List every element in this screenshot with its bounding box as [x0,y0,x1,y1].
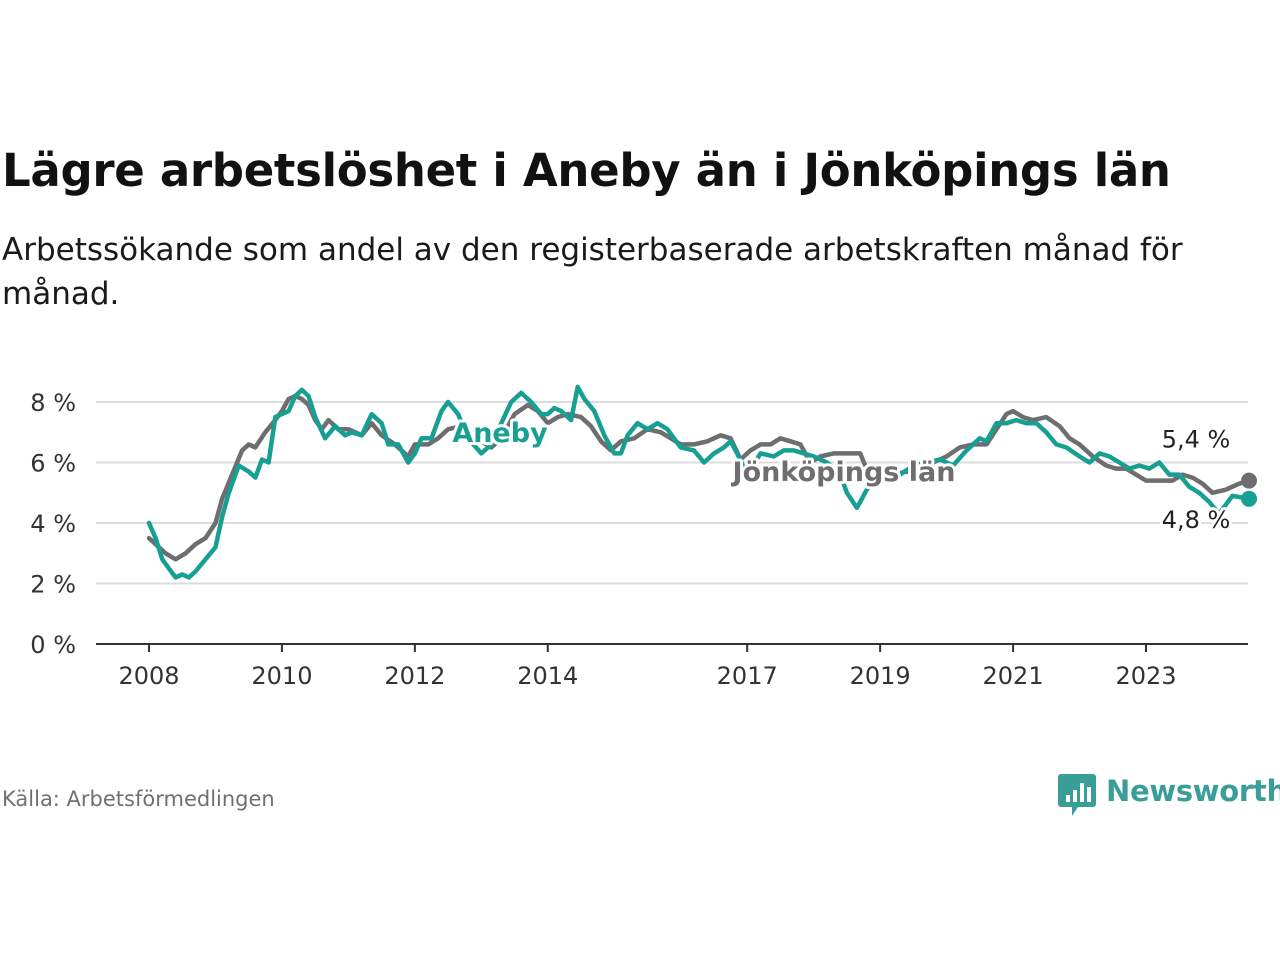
end-marker-aneby [1241,490,1258,507]
source-note: Källa: Arbetsförmedlingen [2,787,275,811]
x-tick-label: 2021 [983,662,1044,690]
end-label-jonkopings-lan: 5,4 % [1162,426,1231,454]
end-marker-jonkopings-lan [1241,472,1258,489]
series-label-aneby: Aneby [452,418,548,449]
bar-chart-icon [1058,774,1096,816]
y-axis: 0 % 2 % 4 % 6 % 8 % [30,389,76,659]
x-tick-label: 2010 [251,662,312,690]
x-tick-label: 2008 [118,662,179,690]
x-axis: 2008 2010 2012 2014 2017 2019 2021 2023 [96,643,1248,690]
chart-subtitle: Arbetssökande som andel av den registerb… [2,232,1183,312]
y-tick-label: 2 % [30,571,76,599]
line-chart: 0 % 2 % 4 % 6 % 8 % 2008 2010 2012 2014 2017 2019… [30,384,1258,690]
newsworthy-logo[interactable]: Newsworthy [1058,770,1280,820]
y-tick-label: 8 % [30,389,76,417]
series-line-j-nk-pings-l-n [146,393,1252,562]
x-tick-label: 2012 [384,662,445,690]
y-tick-label: 0 % [30,631,76,659]
series-line-aneby [146,384,1252,580]
chart-title: Lägre arbetslöshet i Aneby än i Jönköpin… [2,144,1171,197]
end-label-aneby: 4,8 % [1162,506,1231,534]
y-tick-label: 6 % [30,450,76,478]
x-tick-label: 2014 [517,662,578,690]
series-label-jonkopings-lan: Jönköpings län [731,457,956,488]
series-lines [146,384,1252,580]
x-tick-label: 2019 [850,662,911,690]
y-tick-label: 4 % [30,510,76,538]
brand-name: Newsworthy [1106,774,1280,808]
x-tick-label: 2023 [1115,662,1176,690]
x-tick-label: 2017 [717,662,778,690]
series-labels: 5,4 % 4,8 % Aneby Jönköpings län [449,415,1258,537]
